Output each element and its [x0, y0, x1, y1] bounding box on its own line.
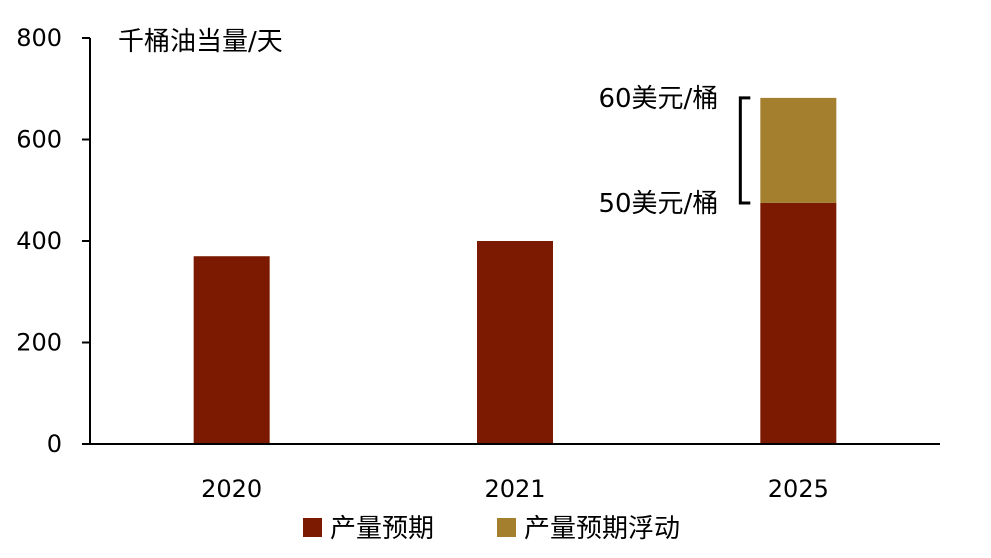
annotation-label-1: 50美元/桶	[598, 189, 718, 219]
x-tick-label-2020: 2020	[201, 475, 262, 503]
y-axis-ticks: 0 200 400 600 800	[16, 24, 90, 458]
y-tick-label: 0	[47, 430, 62, 458]
legend: 产量预期 产量预期浮动	[303, 514, 680, 544]
legend-label-variation: 产量预期浮动	[524, 514, 680, 544]
bar-2025-series-1	[760, 97, 837, 203]
bars	[193, 97, 837, 444]
legend-swatch-variation	[497, 518, 516, 537]
bar-2025-series-0	[760, 202, 837, 444]
x-tick-label-2025: 2025	[768, 475, 829, 503]
x-axis-ticks: 2020 2021 2025	[201, 475, 829, 503]
legend-label-forecast: 产量预期	[330, 514, 434, 544]
y-tick-label: 600	[16, 126, 62, 154]
annotation-label-0: 60美元/桶	[598, 84, 718, 114]
y-axis-unit-label: 千桶油当量/天	[118, 27, 283, 57]
legend-swatch-forecast	[303, 518, 322, 537]
annotations: 60美元/桶 50美元/桶	[598, 84, 751, 219]
range-bracket	[738, 96, 751, 205]
x-tick-label-2021: 2021	[484, 475, 545, 503]
bar-2020-series-0	[193, 256, 270, 444]
y-tick-label: 400	[16, 227, 62, 255]
bar-2021-series-0	[477, 241, 553, 444]
y-tick-label: 800	[16, 24, 62, 52]
y-tick-label: 200	[16, 329, 62, 357]
